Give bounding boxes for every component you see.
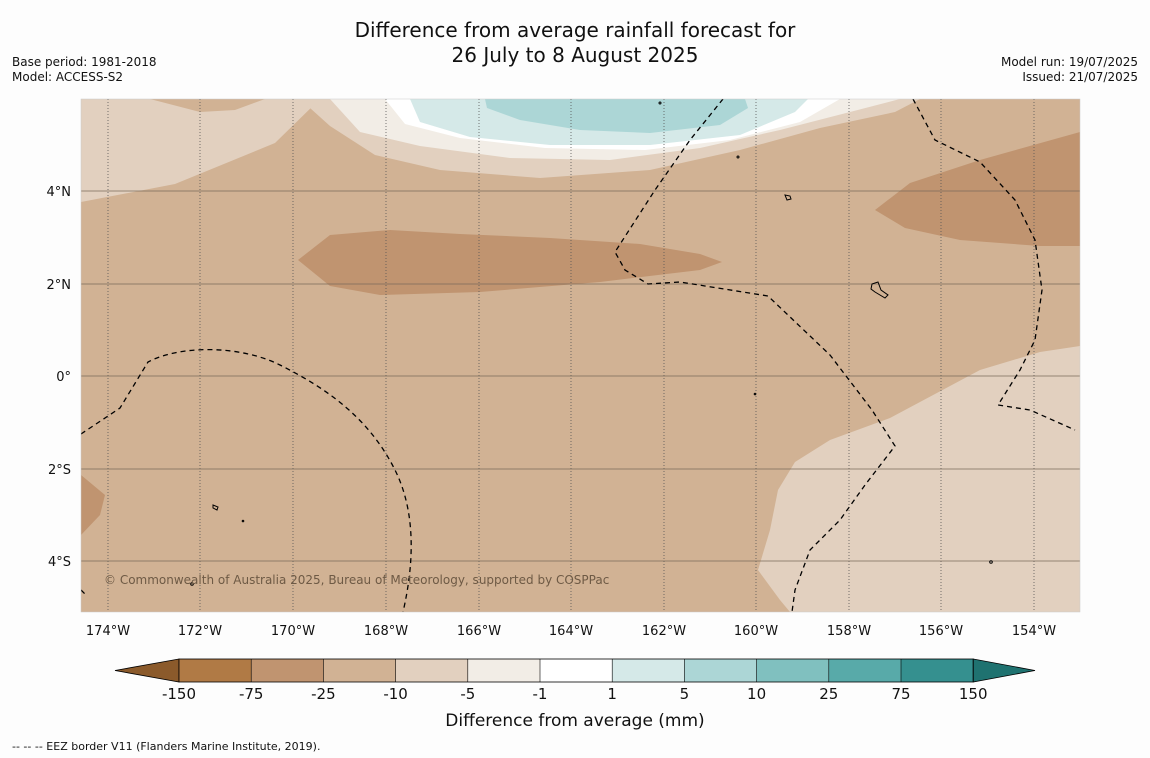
latitude-label: 2°S bbox=[48, 463, 71, 478]
colorbar-segment bbox=[828, 659, 902, 682]
colorbar-segment bbox=[901, 659, 974, 682]
colorbar-tick-label: 150 bbox=[959, 685, 988, 703]
colorbar-segment bbox=[395, 659, 469, 682]
longitude-label: 168°W bbox=[364, 624, 408, 639]
colorbar-segment bbox=[756, 659, 830, 682]
colorbar-segment bbox=[612, 659, 685, 682]
anomaly-region bbox=[81, 99, 320, 202]
colorbar-segment bbox=[179, 659, 252, 682]
anomaly-region bbox=[81, 475, 105, 535]
colorbar-tick-label: 5 bbox=[680, 685, 690, 703]
anomaly-region bbox=[485, 99, 748, 133]
title-line-1: Difference from average rainfall forecas… bbox=[354, 18, 796, 42]
colorbar-frame bbox=[178, 658, 974, 683]
eez-footnote: -- -- -- EEZ border V11 (Flanders Marine… bbox=[12, 740, 321, 753]
longitude-label: 158°W bbox=[827, 624, 871, 639]
colorbar-tick-label: -1 bbox=[533, 685, 548, 703]
colorbar-arrow-low bbox=[114, 658, 180, 683]
colorbar-title: Difference from average (mm) bbox=[445, 711, 704, 731]
run-info: Model run: 19/07/2025 Issued: 21/07/2025 bbox=[1001, 55, 1138, 85]
colorbar-tick-label: -5 bbox=[460, 685, 475, 703]
longitude-label: 164°W bbox=[549, 624, 593, 639]
latitude-label: 4°N bbox=[47, 185, 72, 200]
model-info: Base period: 1981-2018 Model: ACCESS-S2 bbox=[12, 55, 157, 85]
colorbar-tick-label: 10 bbox=[747, 685, 766, 703]
latitude-label: 0° bbox=[56, 370, 71, 385]
longitude-label: 170°W bbox=[271, 624, 315, 639]
map-frame bbox=[80, 98, 1081, 613]
model-name: Model: ACCESS-S2 bbox=[12, 70, 124, 84]
model-run: Model run: 19/07/2025 bbox=[1000, 55, 1138, 69]
colorbar-arrow-high bbox=[972, 658, 1036, 683]
anomaly-region bbox=[298, 230, 722, 295]
latitude-labels: 4°N 2°N 0° 2°S 4°S bbox=[47, 185, 72, 570]
base-period: Base period: 1981-2018 bbox=[12, 55, 157, 69]
longitude-label: 156°W bbox=[919, 624, 963, 639]
latitude-label: 4°S bbox=[48, 555, 71, 570]
anomaly-region bbox=[758, 346, 1080, 612]
colorbar-tick-label: -10 bbox=[383, 685, 408, 703]
colorbar-tick-label: -75 bbox=[239, 685, 264, 703]
longitude-label: 162°W bbox=[642, 624, 686, 639]
colorbar-segment bbox=[684, 659, 757, 682]
colorbar-tick-label: 25 bbox=[819, 685, 838, 703]
colorbar-segment bbox=[540, 659, 613, 682]
colorbar-tick-label: 75 bbox=[891, 685, 910, 703]
map-title: Difference from average rainfall forecas… bbox=[0, 18, 1150, 68]
anomaly-region bbox=[875, 132, 1080, 246]
eez-borders bbox=[81, 99, 1076, 612]
parallel-lines bbox=[81, 190, 1080, 562]
longitude-label: 172°W bbox=[178, 624, 222, 639]
longitude-labels: 174°W 172°W 170°W 168°W 166°W 164°W 162°W 160°W… bbox=[86, 624, 1056, 639]
anomaly-region bbox=[150, 99, 265, 112]
colorbar-segment bbox=[467, 659, 541, 682]
title-line-2: 26 July to 8 August 2025 bbox=[451, 43, 699, 67]
colorbar-segment bbox=[251, 659, 324, 682]
longitude-label: 166°W bbox=[457, 624, 501, 639]
longitude-label: 154°W bbox=[1012, 624, 1056, 639]
colorbar-tick-label: 1 bbox=[607, 685, 617, 703]
latitude-label: 2°N bbox=[47, 278, 72, 293]
colorbar-segment bbox=[323, 659, 396, 682]
issued-date: Issued: 21/07/2025 bbox=[1022, 70, 1138, 84]
longitude-label: 160°W bbox=[734, 624, 778, 639]
island-outlines bbox=[190, 101, 993, 586]
colorbar: -150 -75 -25 -10 -5 -1 1 5 10 25 75 150 bbox=[114, 658, 1036, 703]
map-panel: © Commonwealth of Australia 2025, Bureau… bbox=[81, 99, 1080, 612]
colorbar-tick-label: -150 bbox=[162, 685, 196, 703]
longitude-label: 174°W bbox=[86, 624, 130, 639]
copyright-notice: © Commonwealth of Australia 2025, Bureau… bbox=[104, 573, 609, 587]
colorbar-tick-label: -25 bbox=[311, 685, 336, 703]
